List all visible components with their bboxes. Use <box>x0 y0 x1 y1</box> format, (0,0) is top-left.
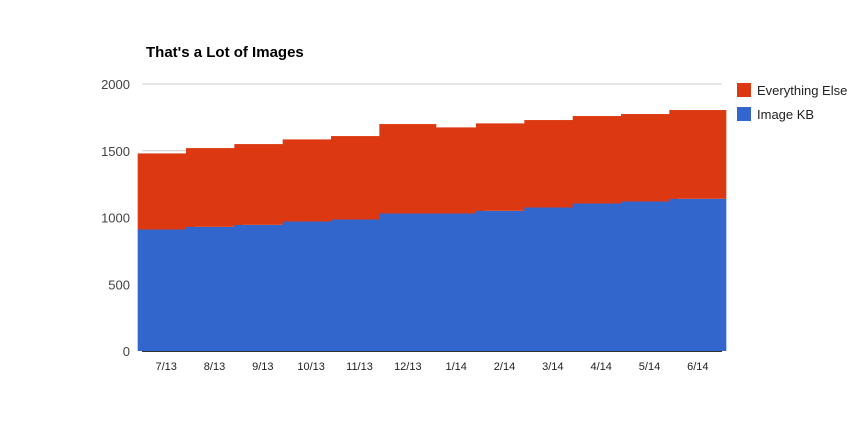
legend-swatch <box>737 107 751 121</box>
x-tick-label: 6/14 <box>687 361 708 373</box>
x-tick-label: 10/13 <box>297 361 325 373</box>
bar-image-kb <box>379 213 437 351</box>
x-axis-ticks: 7/13 8/13 9/13 10/13 11/13 12/13 1/14 2/14 3/14 4… <box>155 361 708 373</box>
y-tick-label: 0 <box>123 344 130 359</box>
bar-everything-else <box>379 124 437 214</box>
bars <box>137 110 727 351</box>
bar-image-kb <box>331 219 388 351</box>
bar-image-kb <box>572 203 630 351</box>
bar-everything-else <box>137 153 195 230</box>
bar-image-kb <box>621 201 678 351</box>
x-tick-label: 8/13 <box>204 361 225 373</box>
x-tick-label: 7/13 <box>155 361 176 373</box>
x-tick-label: 5/14 <box>639 361 660 373</box>
legend-swatch <box>737 83 751 97</box>
x-tick-label: 9/13 <box>252 361 273 373</box>
legend: Everything Else Image KB <box>737 83 847 122</box>
y-tick-label: 1500 <box>101 144 130 159</box>
x-tick-label: 4/14 <box>590 361 611 373</box>
bar-image-kb <box>524 207 582 351</box>
bar-everything-else <box>186 148 243 227</box>
bar-image-kb <box>476 210 533 351</box>
x-tick-label: 3/14 <box>542 361 563 373</box>
x-tick-label: 1/14 <box>445 361 466 373</box>
chart-title: That's a Lot of Images <box>146 44 304 61</box>
bar-image-kb <box>186 226 243 351</box>
y-axis-ticks: 0 500 1000 1500 2000 <box>101 77 130 359</box>
x-tick-label: 12/13 <box>394 361 422 373</box>
bar-image-kb <box>282 221 340 351</box>
y-tick-label: 1000 <box>101 211 130 226</box>
bar-everything-else <box>331 136 388 220</box>
bar-everything-else <box>669 110 727 199</box>
bar-everything-else <box>621 114 678 202</box>
x-tick-label: 2/14 <box>494 361 515 373</box>
bar-image-kb <box>137 229 195 351</box>
bar-everything-else <box>572 116 630 204</box>
x-tick-label: 11/13 <box>346 361 373 373</box>
bar-everything-else <box>427 127 485 214</box>
bar-image-kb <box>234 224 292 351</box>
y-tick-label: 2000 <box>101 77 130 92</box>
bar-everything-else <box>476 123 533 211</box>
bar-everything-else <box>234 144 292 225</box>
bar-everything-else <box>524 120 582 208</box>
bar-image-kb <box>427 213 485 351</box>
legend-label: Image KB <box>757 107 814 122</box>
y-tick-label: 500 <box>108 277 130 292</box>
legend-label: Everything Else <box>757 83 847 98</box>
bar-image-kb <box>669 198 727 351</box>
bar-everything-else <box>282 139 340 222</box>
